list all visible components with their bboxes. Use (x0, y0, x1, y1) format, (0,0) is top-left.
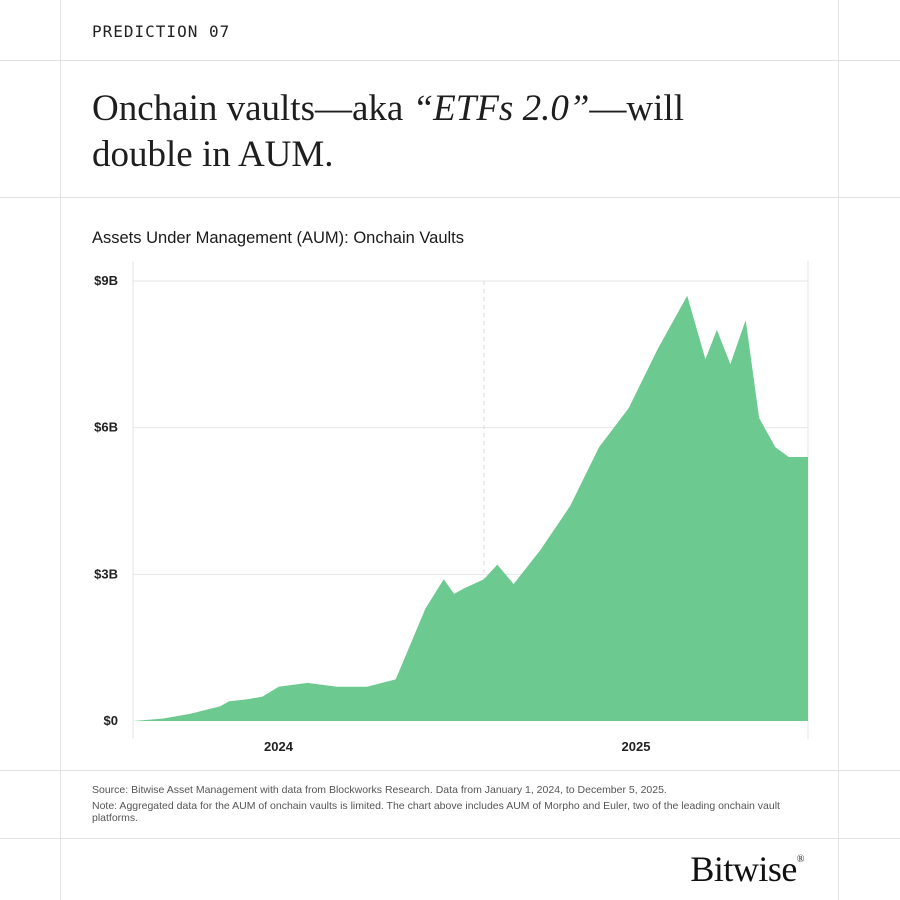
source-text: Source: Bitwise Asset Management with da… (92, 784, 667, 796)
frame-line-right (838, 0, 839, 900)
x-tick-label: 2025 (622, 739, 651, 754)
chart-title: Assets Under Management (AUM): Onchain V… (92, 229, 465, 247)
y-tick-label: $3B (94, 566, 118, 581)
brand-mark: ® (796, 854, 805, 865)
y-tick-label: $0 (104, 713, 118, 728)
y-tick-label: $9B (94, 273, 118, 288)
frame-line-header (0, 60, 900, 61)
chart-axes: $0 $3B $6B $9B 2024 2025 (94, 273, 650, 754)
headline-part-2: —will double in AUM. (92, 88, 684, 175)
frame-line-footer (0, 838, 900, 839)
frame-line-headline (0, 197, 900, 198)
frame-line-chart (0, 770, 900, 771)
note-text: Note: Aggregated data for the AUM of onc… (92, 800, 780, 824)
y-tick-label: $6B (94, 420, 118, 435)
source-notes: Source: Bitwise Asset Management with da… (92, 784, 812, 828)
prediction-label: PREDICTION 07 (92, 22, 231, 41)
frame-line-left (60, 0, 61, 900)
headline: Onchain vaults—aka “ETFs 2.0”—will doubl… (92, 86, 712, 178)
brand-name: Bitwise (690, 849, 797, 889)
aum-area (133, 295, 808, 721)
headline-part-1: Onchain vaults—aka (92, 88, 413, 129)
chart-area-layer (133, 295, 808, 721)
bitwise-logo: Bitwise® (690, 848, 804, 890)
headline-italic: “ETFs 2.0” (412, 88, 590, 129)
x-tick-label: 2024 (264, 739, 294, 754)
